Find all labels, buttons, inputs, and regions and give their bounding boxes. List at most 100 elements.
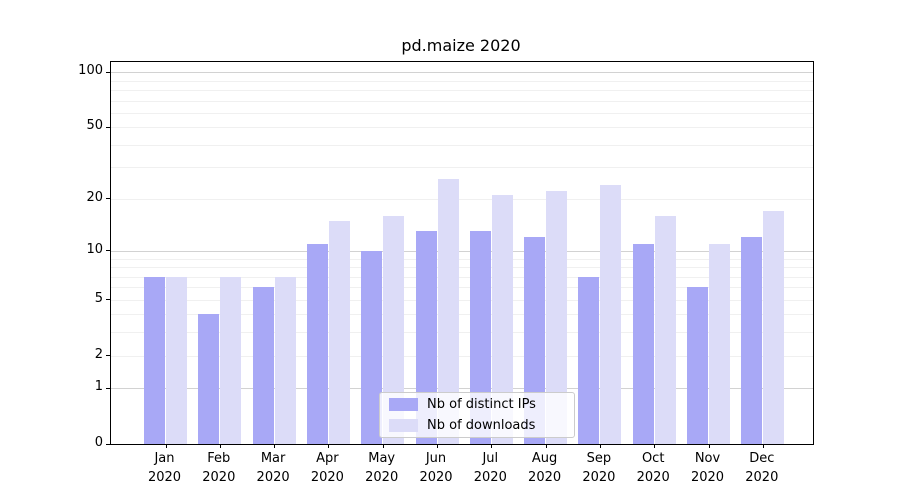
x-tick-mark (437, 444, 438, 448)
x-tick-label: Oct 2020 (623, 449, 683, 487)
y-tick-label: 5 (94, 290, 103, 306)
bar-distinct-ips (198, 314, 220, 444)
x-tick-label: Aug 2020 (515, 449, 575, 487)
bar-distinct-ips (687, 287, 708, 444)
minor-gridline (111, 90, 813, 91)
bar-distinct-ips (469, 231, 491, 444)
bar-distinct-ips (578, 276, 600, 444)
legend-label: Nb of distinct IPs (427, 397, 536, 412)
x-tick-month: Jan (154, 451, 175, 466)
x-tick-month: Mar (260, 451, 286, 466)
x-tick-label: Mar 2020 (243, 449, 303, 487)
major-gridline (111, 250, 813, 252)
y-tick-label: 20 (86, 189, 103, 205)
minor-gridline (111, 276, 813, 278)
bar-downloads (166, 276, 187, 444)
x-tick-year: 2020 (365, 470, 399, 485)
x-tick-month: May (368, 451, 396, 466)
legend-entry: Nb of distinct IPs (389, 397, 564, 412)
legend: Nb of distinct IPs Nb of downloads (379, 392, 575, 438)
x-tick-year: 2020 (256, 470, 290, 485)
y-tick-label: 100 (78, 63, 103, 79)
x-tick-month: Oct (641, 451, 665, 466)
x-tick-label: Jan 2020 (135, 449, 195, 487)
minor-gridline (111, 314, 813, 316)
bar-downloads (383, 215, 405, 444)
x-tick-mark (165, 444, 167, 448)
minor-gridline (111, 355, 813, 357)
y-tick-label: 50 (86, 118, 103, 134)
x-tick-mark (599, 444, 601, 448)
bar-distinct-ips (741, 237, 763, 444)
y-tick-label: 2 (94, 346, 103, 362)
x-tick-mark (708, 444, 710, 448)
minor-gridline (111, 299, 813, 301)
x-tick-month: Apr (316, 451, 339, 466)
bar-distinct-ips (632, 243, 654, 444)
bar-distinct-ips (361, 250, 383, 444)
x-tick-year: 2020 (419, 470, 453, 485)
x-tick-label: Feb 2020 (189, 449, 249, 487)
x-tick-label: Jun 2020 (406, 449, 466, 487)
x-tick-mark (274, 444, 276, 448)
y-tick-mark (106, 355, 111, 356)
x-tick-year: 2020 (473, 470, 507, 485)
bar-downloads (437, 178, 459, 444)
bar-distinct-ips (252, 287, 274, 444)
x-tick-month: Jun (425, 451, 447, 466)
x-tick-year: 2020 (745, 470, 779, 485)
minor-gridline (111, 80, 813, 82)
x-tick-mark (545, 444, 547, 448)
x-tick-year: 2020 (636, 470, 670, 485)
x-tick-month: Feb (207, 451, 231, 466)
y-tick-mark (106, 443, 111, 445)
y-axis-labels: 0 1 2 5 10 20 50 100 (0, 61, 103, 450)
bar-downloads (763, 211, 785, 444)
x-tick-label: Jul 2020 (460, 449, 520, 487)
bar-distinct-ips (306, 243, 328, 444)
x-tick-label: Sep 2020 (569, 449, 629, 487)
y-tick-mark (106, 126, 111, 128)
legend-swatch (389, 398, 418, 411)
x-tick-year: 2020 (147, 470, 182, 485)
minor-gridline (111, 100, 813, 102)
major-gridline (111, 72, 813, 74)
y-tick-mark (106, 387, 111, 389)
x-axis-labels: Jan 2020 Feb 2020 Mar 2020 Apr 2020 May 2020 Jun 20… (110, 449, 812, 489)
minor-gridline (111, 144, 813, 146)
minor-gridline (111, 198, 813, 200)
x-tick-year: 2020 (310, 470, 344, 485)
bar-downloads (274, 276, 296, 444)
x-tick-label: Apr 2020 (297, 449, 357, 487)
legend-entry: Nb of downloads (389, 418, 564, 433)
bar-downloads (600, 184, 622, 444)
x-tick-label: May 2020 (352, 449, 412, 487)
x-tick-month: Sep (586, 451, 612, 466)
minor-gridline (111, 127, 813, 129)
bar-downloads (546, 191, 568, 444)
x-tick-year: 2020 (528, 470, 562, 485)
x-tick-mark (762, 444, 764, 448)
y-tick-mark (106, 198, 111, 200)
x-tick-mark (219, 444, 221, 448)
minor-gridline (111, 112, 813, 114)
x-tick-mark (328, 444, 330, 448)
y-tick-mark (106, 299, 111, 301)
minor-gridline (111, 267, 813, 268)
chart-title: pd.maize 2020 (401, 36, 521, 55)
major-gridline (111, 388, 813, 390)
bar-distinct-ips (415, 231, 437, 444)
x-tick-label: Nov 2020 (678, 449, 738, 487)
legend-swatch (389, 419, 418, 432)
x-tick-year: 2020 (690, 470, 725, 485)
plot-area (106, 61, 814, 448)
bar-downloads (654, 215, 676, 444)
x-tick-month: Jul (482, 451, 499, 466)
minor-gridline (111, 258, 813, 260)
x-tick-month: Dec (749, 451, 775, 466)
y-tick-label: 10 (86, 241, 103, 257)
x-tick-label: Dec 2020 (732, 449, 792, 487)
legend-label: Nb of downloads (427, 418, 536, 433)
x-tick-year: 2020 (582, 470, 616, 485)
